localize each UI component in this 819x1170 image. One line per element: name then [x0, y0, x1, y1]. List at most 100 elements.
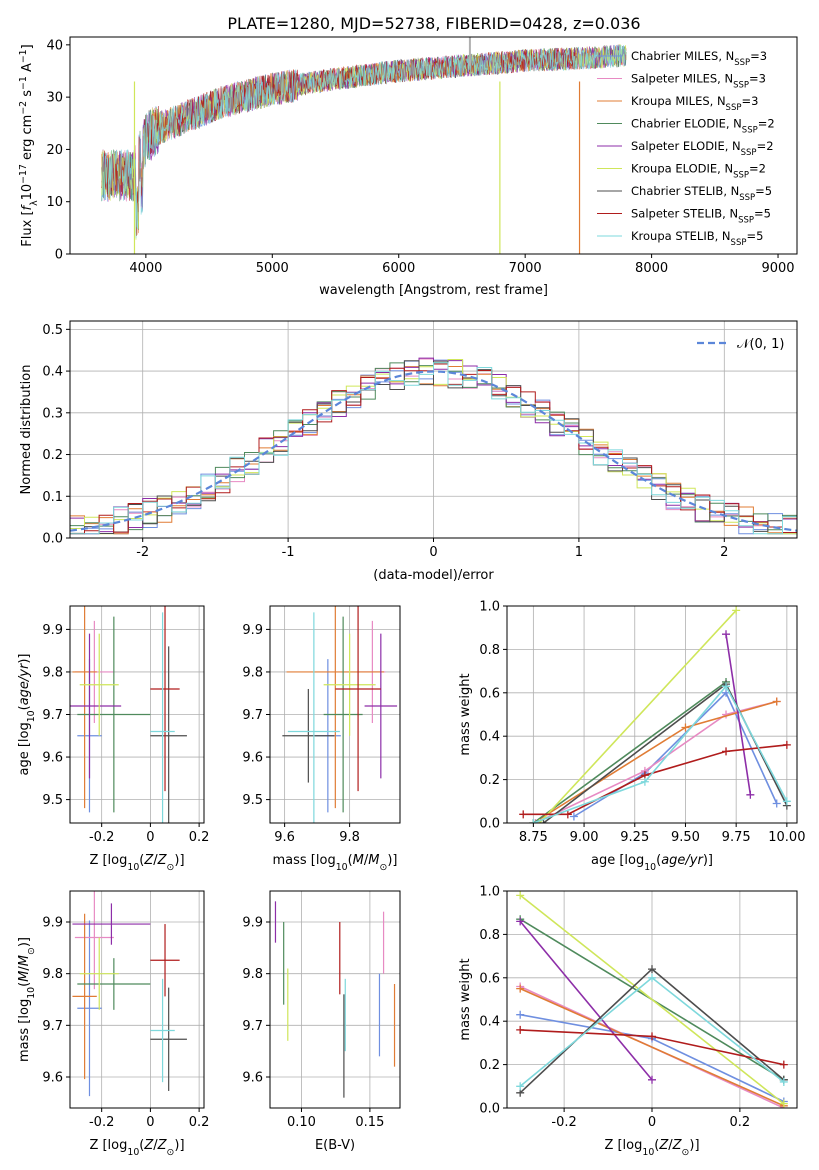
legend-label: Salpeter STELIB, NSSP=5	[631, 207, 771, 226]
axes-frame	[69, 36, 798, 255]
legend-text: Salpeter MILES, N	[631, 72, 733, 86]
y-tick-label: 1.0	[479, 600, 500, 615]
x-axis-label: age [log10(age/yr)]	[591, 853, 713, 873]
y-tick-label: 0	[55, 248, 63, 263]
label-part: Z	[157, 1138, 168, 1153]
legend-label: Chabrier MILES, NSSP=3	[631, 49, 767, 68]
x-tick-label: 0	[146, 830, 154, 845]
x-axis-label: mass [log10(M/M⊙)]	[273, 853, 398, 873]
x-tick-label: -2	[136, 545, 149, 560]
figure-title: PLATE=1280, MJD=52738, FIBERID=0428, z=0…	[227, 14, 640, 33]
legend-subscript: SSP	[733, 171, 749, 181]
legend-text: =5	[755, 184, 772, 198]
weight-marker	[539, 819, 548, 823]
weight-marker	[746, 790, 755, 799]
weight-marker	[516, 917, 525, 926]
y-tick-label: 10	[46, 195, 63, 210]
weight-marker	[531, 819, 540, 823]
label-part: 10	[20, 184, 35, 201]
label-part: (	[348, 853, 353, 868]
weight-marker	[569, 812, 578, 821]
label-part: age [log	[17, 722, 32, 775]
y-tick-label: 9.5	[242, 793, 263, 808]
plot-area	[70, 321, 797, 538]
legend-text: Chabrier ELODIE, N	[631, 117, 742, 131]
y-tick-label: 0.8	[479, 643, 500, 658]
legend-label: Kroupa STELIB, NSSP=5	[631, 229, 763, 248]
weight-marker	[563, 810, 572, 819]
label-part: ⊙	[682, 1147, 690, 1158]
label-part: (	[656, 853, 661, 868]
label-part: −17	[18, 164, 29, 184]
label-part: /	[153, 1138, 158, 1153]
y-tick-label: 9.6	[242, 1071, 263, 1086]
weight-marker	[779, 1077, 788, 1086]
label-part: /	[17, 966, 32, 971]
legend-label: Kroupa ELODIE, NSSP=2	[631, 162, 766, 181]
x-tick-label: 8000	[635, 261, 668, 276]
axes-frame	[69, 890, 205, 1109]
legend-text: =2	[758, 117, 775, 131]
label-part: Z	[157, 853, 168, 868]
legend-label: 𝒩(0, 1)	[737, 337, 784, 352]
weight-marker	[516, 891, 525, 900]
label-part: A	[20, 63, 35, 76]
y-tick-label: 0.2	[42, 448, 63, 463]
axes-frame	[506, 890, 798, 1109]
y-tick-label: 9.8	[242, 665, 263, 680]
y-tick-label: 0.2	[479, 773, 500, 788]
y-tick-label: 0.3	[42, 406, 63, 421]
label-part: s	[20, 90, 35, 101]
y-tick-label: 9.9	[42, 623, 63, 638]
label-part: ⊙	[26, 947, 37, 955]
y-tick-label: 0.6	[479, 686, 500, 701]
y-tick-label: 0.4	[42, 365, 63, 380]
y-tick-label: 0.8	[479, 928, 500, 943]
legend-subscript: SSP	[738, 216, 754, 226]
x-tick-label: 0.15	[355, 1115, 384, 1130]
x-axis-label: Z [log10(Z/Z⊙)]	[89, 853, 184, 873]
weight-marker	[722, 747, 731, 756]
y-tick-label: 40	[46, 38, 63, 53]
legend-subscript: SSP	[726, 103, 742, 113]
axes-frame	[269, 605, 401, 824]
label-part: f	[20, 203, 35, 210]
legend-text: Kroupa MILES, N	[631, 94, 726, 108]
label-part: 10	[336, 862, 348, 873]
weight-marker	[782, 797, 791, 806]
label-part: Z	[143, 1138, 154, 1153]
weight-marker	[779, 1099, 788, 1108]
plot-area	[101, 37, 627, 254]
weight-marker	[516, 1010, 525, 1019]
y-tick-label: 9.7	[242, 1019, 263, 1034]
plot-area	[270, 606, 400, 823]
weight-line	[519, 920, 653, 1081]
weight-marker	[516, 1082, 525, 1091]
x-axis-label: wavelength [Angstrom, rest frame]	[319, 283, 548, 298]
label-part: (	[17, 705, 32, 710]
x-tick-label: 7000	[509, 261, 542, 276]
label-part: (	[139, 1138, 144, 1153]
chart-age_vs_Z: -0.2 0 0.29.59.69.79.89.9Z [log10(Z/Z⊙)]ag…	[17, 605, 209, 873]
normal-curve	[70, 370, 797, 532]
x-tick-label: 9.00	[570, 830, 599, 845]
legend-text: Chabrier STELIB, N	[631, 184, 739, 198]
y-tick-label: 9.7	[242, 708, 263, 723]
label-part: mass weight	[458, 673, 473, 755]
legend-label: Chabrier STELIB, NSSP=5	[631, 184, 772, 203]
axes-frame	[506, 605, 798, 824]
x-tick-label: 0	[146, 1115, 154, 1130]
label-part: 10	[26, 987, 37, 999]
plot-area	[70, 891, 204, 1108]
x-tick-label: 9.8	[339, 830, 360, 845]
weight-line	[533, 684, 788, 823]
legend-subscript: SSP	[742, 126, 758, 136]
weight-marker	[732, 606, 741, 615]
x-tick-label: 9000	[761, 261, 794, 276]
y-tick-label: 9.9	[242, 623, 263, 638]
label-part: Z	[143, 853, 154, 868]
legend-text: Kroupa ELODIE, N	[631, 162, 733, 176]
y-tick-label: 9.6	[42, 751, 63, 766]
